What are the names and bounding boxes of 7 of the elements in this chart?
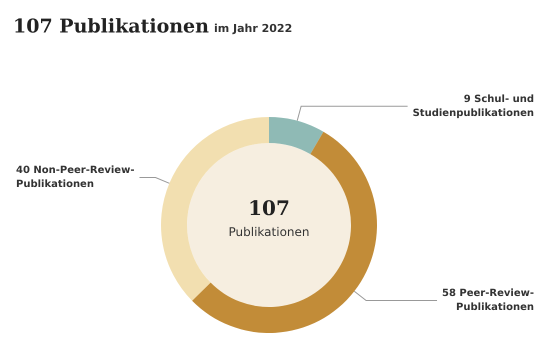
text: 107 <box>248 196 290 220</box>
text: Publikationen <box>228 225 310 239</box>
chart-subtitle: im Jahr 2022 <box>214 22 292 35</box>
slice-label: 58 Peer-Review- Publikationen <box>442 288 534 313</box>
slice-label: 40 Non-Peer-Review- Publikationen <box>16 165 134 190</box>
chart-title: 107 Publikationen <box>13 16 210 38</box>
slice-label: 9 Schul- und Studienpublikationen <box>412 94 534 119</box>
